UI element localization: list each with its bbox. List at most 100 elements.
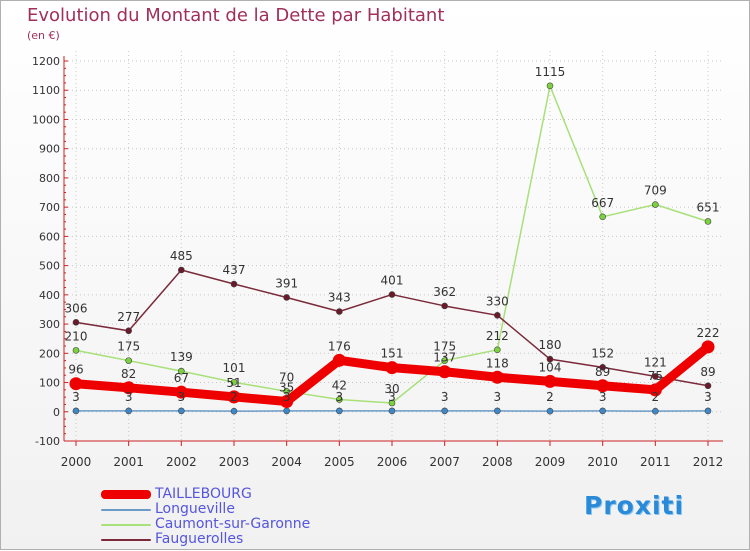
y-tick-label: 1200: [32, 55, 60, 68]
data-label: 30: [384, 382, 399, 396]
data-point: [73, 408, 79, 414]
data-label: 42: [332, 378, 347, 392]
data-point: [705, 408, 711, 414]
x-tick-label: 2001: [113, 455, 144, 469]
data-label: 667: [591, 196, 614, 210]
data-label: 485: [170, 249, 193, 263]
data-label: 3: [125, 390, 133, 404]
data-point: [336, 408, 342, 414]
data-label: 3: [283, 390, 291, 404]
data-label: 651: [697, 200, 720, 214]
y-tick-label: 200: [39, 347, 60, 360]
y-tick-label: 100: [39, 377, 60, 390]
x-tick-label: 2000: [61, 455, 92, 469]
y-tick-label: 300: [39, 318, 60, 331]
data-point: [702, 340, 715, 353]
legend-swatch: [101, 509, 151, 511]
data-point: [438, 365, 451, 378]
data-label: 2: [546, 390, 554, 404]
data-label: 51: [226, 376, 241, 390]
x-tick-label: 2008: [482, 455, 513, 469]
data-label: 121: [644, 355, 667, 369]
data-point: [284, 408, 290, 414]
data-label: 104: [539, 360, 562, 374]
legend-swatch: [101, 524, 151, 526]
data-label: 210: [65, 329, 88, 343]
legend-item: Fauguerolles: [101, 532, 310, 547]
legend-swatch: [101, 490, 151, 499]
data-point: [126, 408, 132, 414]
data-label: 96: [68, 363, 83, 377]
data-label: 175: [433, 340, 456, 354]
data-label: 391: [275, 276, 298, 290]
data-point: [70, 377, 83, 390]
data-label: 3: [178, 390, 186, 404]
data-label: 277: [117, 310, 140, 324]
data-label: 306: [65, 301, 88, 315]
data-point: [705, 383, 711, 389]
data-label: 75: [648, 369, 663, 383]
y-tick-label: -100: [35, 435, 60, 448]
legend-label: Fauguerolles: [155, 532, 243, 547]
data-label: 362: [433, 285, 456, 299]
y-tick-label: 700: [39, 201, 60, 214]
data-label: 222: [697, 326, 720, 340]
data-label: 330: [486, 294, 509, 308]
data-label: 180: [539, 338, 562, 352]
data-point: [284, 294, 290, 300]
data-point: [73, 319, 79, 325]
data-point: [442, 303, 448, 309]
brand-logo: Proxiti: [584, 491, 684, 520]
data-point: [491, 371, 504, 384]
data-label: 152: [591, 346, 614, 360]
y-tick-label: 500: [39, 260, 60, 273]
data-point: [386, 361, 399, 374]
data-point: [705, 218, 711, 224]
data-point: [389, 408, 395, 414]
data-label: 89: [595, 365, 610, 379]
data-point: [178, 408, 184, 414]
legend-item: TAILLEBOURG: [101, 487, 310, 502]
data-label: 3: [599, 390, 607, 404]
data-point: [442, 408, 448, 414]
data-label: 709: [644, 184, 667, 198]
legend-item: Caumont-sur-Garonne: [101, 517, 310, 532]
legend-label: Longueville: [155, 502, 235, 517]
data-point: [178, 267, 184, 273]
data-label: 3: [72, 390, 80, 404]
data-point: [126, 358, 132, 364]
data-point: [652, 408, 658, 414]
data-label: 139: [170, 350, 193, 364]
data-point: [333, 354, 346, 367]
y-tick-label: 0: [53, 406, 60, 419]
x-tick-label: 2012: [693, 455, 724, 469]
data-point: [389, 292, 395, 298]
y-tick-label: 400: [39, 289, 60, 302]
data-label: 1115: [535, 65, 566, 79]
data-point: [600, 214, 606, 220]
data-point: [600, 408, 606, 414]
data-label: 151: [381, 347, 404, 361]
y-tick-label: 900: [39, 143, 60, 156]
y-tick-label: 1100: [32, 84, 60, 97]
data-point: [494, 312, 500, 318]
data-label: 101: [223, 361, 246, 375]
x-tick-label: 2006: [377, 455, 408, 469]
data-point: [494, 408, 500, 414]
data-label: 437: [223, 263, 246, 277]
legend-swatch: [101, 539, 151, 541]
data-label: 175: [117, 340, 140, 354]
data-label: 401: [381, 274, 404, 288]
y-tick-label: 600: [39, 230, 60, 243]
data-label: 2: [230, 390, 238, 404]
data-point: [547, 408, 553, 414]
data-point: [544, 375, 557, 388]
y-tick-label: 1000: [32, 113, 60, 126]
data-label: 118: [486, 356, 509, 370]
data-label: 89: [700, 365, 715, 379]
data-label: 67: [174, 371, 189, 385]
legend-label: TAILLEBOURG: [155, 487, 252, 502]
data-label: 212: [486, 329, 509, 343]
data-point: [494, 347, 500, 353]
